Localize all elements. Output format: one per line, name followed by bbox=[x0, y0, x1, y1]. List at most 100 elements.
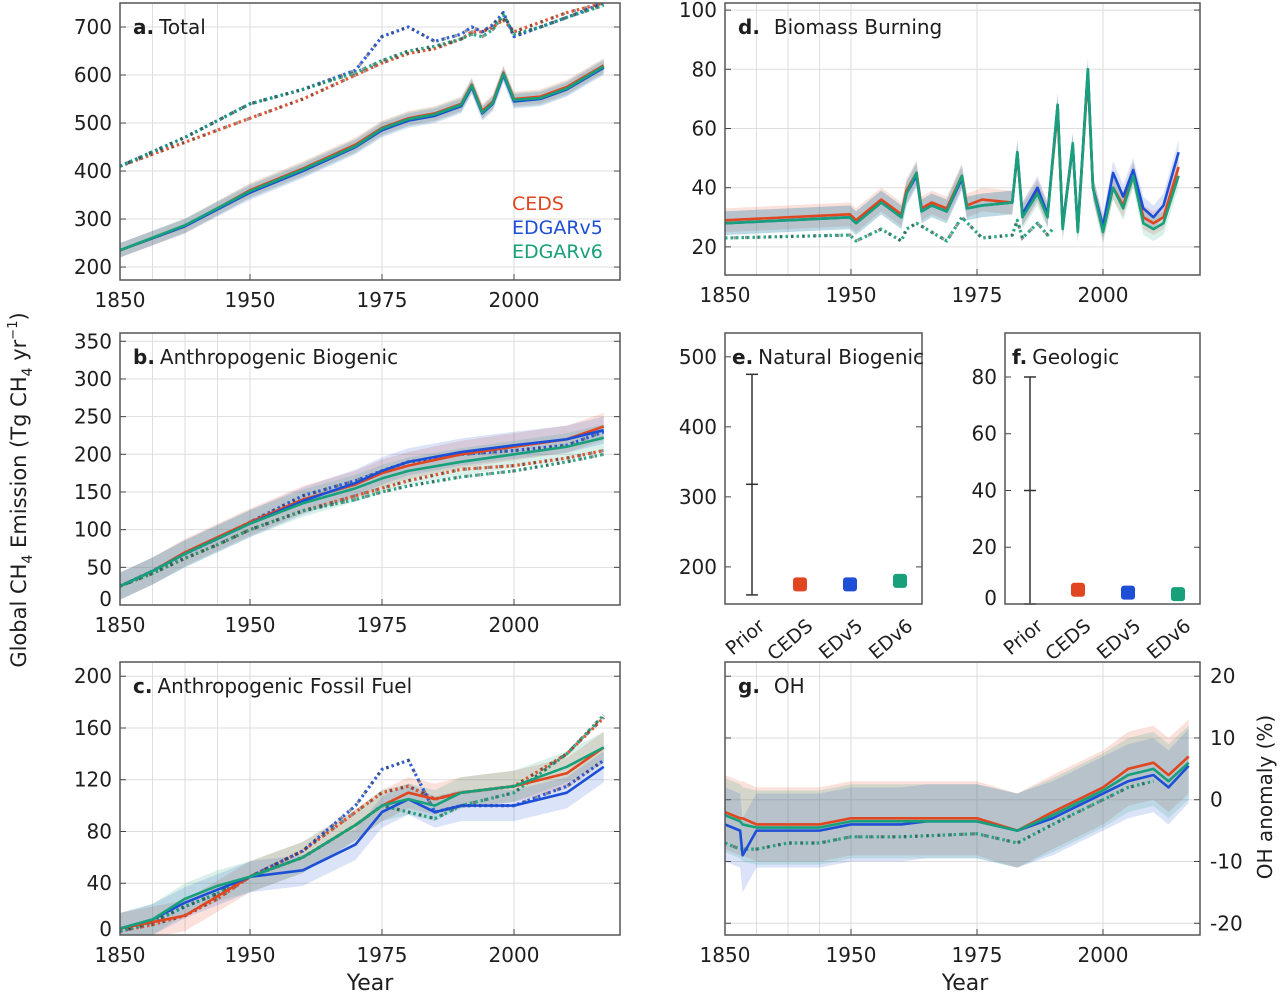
x-tick-label: 2000 bbox=[489, 943, 540, 967]
panel-title-text: Anthropogenic Biogenic bbox=[160, 345, 398, 369]
series-line-posterior-edgarv6 bbox=[120, 65, 605, 252]
category-label: EDv6 bbox=[1143, 615, 1195, 664]
y-tick-label: 500 bbox=[679, 345, 717, 369]
y-tick-label: 40 bbox=[87, 871, 112, 895]
y-tick-label: 40 bbox=[972, 478, 997, 502]
x-axis-label-right: Year bbox=[941, 971, 990, 994]
category-label: EDv6 bbox=[865, 615, 917, 664]
y-tick-label: 300 bbox=[679, 485, 717, 509]
y-axis-label-part: yr bbox=[7, 339, 31, 367]
marker-edv6 bbox=[1171, 587, 1185, 602]
y-tick-label: 60 bbox=[692, 116, 717, 140]
y-tick-label: 80 bbox=[87, 819, 112, 843]
x-tick-label: 1950 bbox=[826, 943, 877, 967]
y-tick-label: 700 bbox=[74, 15, 112, 39]
panel-g: -20 -10 0 10 20 1850 1950 1975 2000 OH anomaly (%… bbox=[700, 661, 1277, 967]
y-tick-label: 160 bbox=[74, 716, 112, 740]
y-tick-label: 150 bbox=[74, 480, 112, 504]
panel-letter: b. bbox=[133, 345, 155, 369]
x-tick-label: 1850 bbox=[95, 613, 146, 637]
y-axis-label-part: Global CH bbox=[7, 564, 31, 668]
series-line-prior-ceds bbox=[120, 448, 605, 588]
uncertainty-band-edgarv5 bbox=[120, 416, 604, 600]
panel-title: e. Natural Biogenic bbox=[732, 345, 924, 369]
y-tick-label: 600 bbox=[74, 63, 112, 87]
x-tick-label: 1950 bbox=[225, 288, 276, 312]
series-line-prior-shade bbox=[725, 779, 1154, 851]
x-tick-label: 2000 bbox=[489, 613, 540, 637]
panel-title: b. Anthropogenic Biogenic bbox=[133, 345, 398, 369]
y-tick-label: 200 bbox=[74, 664, 112, 688]
category-label: CEDS bbox=[1041, 615, 1095, 665]
x-tick-label: 1850 bbox=[700, 943, 751, 967]
x-axis-label-left: Year bbox=[346, 971, 395, 994]
y-tick-label: 350 bbox=[74, 329, 112, 353]
panel-letter: d. bbox=[738, 15, 760, 39]
y-axis-label: Global CH4 Emission (Tg CH4 yr−1) bbox=[6, 312, 36, 667]
marker-edv5 bbox=[843, 577, 857, 592]
plot-frame bbox=[119, 661, 621, 936]
y-axis-label-part: ) bbox=[7, 312, 31, 320]
panel-letter: e. bbox=[732, 345, 753, 369]
y-tick-label: 0 bbox=[984, 586, 997, 610]
series-line-posterior-ceds bbox=[725, 755, 1190, 832]
y-axis-label-sup: −1 bbox=[6, 321, 21, 340]
plot-frame bbox=[724, 661, 1201, 936]
marker-edv6 bbox=[893, 573, 907, 588]
plot-area bbox=[120, 3, 605, 258]
y-tick-label: 120 bbox=[74, 768, 112, 792]
y-axis-label-sub: 4 bbox=[20, 367, 36, 376]
legend-entry-edgarv5: EDGARv5 bbox=[512, 217, 603, 239]
panel-c: 0 40 80 120 160 200 1850 1950 1975 2000 c. Anthropo… bbox=[74, 661, 621, 967]
uncertainty-band-ceds bbox=[725, 719, 1189, 868]
x-tick-label: 1975 bbox=[357, 613, 408, 637]
panel-title: a. Total bbox=[133, 15, 206, 39]
x-tick-label: 2000 bbox=[1078, 283, 1129, 307]
y-tick-label: 20 bbox=[972, 535, 997, 559]
category-label: EDv5 bbox=[1093, 615, 1145, 664]
uncertainty-band-edgarv5 bbox=[120, 751, 604, 935]
y-tick-label: 0 bbox=[1210, 788, 1223, 812]
plot-area bbox=[120, 412, 605, 600]
legend-entry-edgarv6: EDGARv6 bbox=[512, 241, 603, 263]
series-line-posterior-edgarv6 bbox=[725, 67, 1180, 234]
x-tick-label: 1975 bbox=[357, 943, 408, 967]
series-line-prior-edgarv6 bbox=[725, 215, 1054, 243]
series-line-prior-shade bbox=[120, 452, 605, 588]
panel-title-text: OH bbox=[774, 674, 805, 698]
uncertainty-band-edgarv5 bbox=[725, 57, 1179, 241]
y-tick-label: 60 bbox=[972, 422, 997, 446]
x-tick-label: 1950 bbox=[826, 283, 877, 307]
x-tick-label: 1950 bbox=[225, 613, 276, 637]
y-tick-label: 200 bbox=[74, 255, 112, 279]
x-tick-label: 1850 bbox=[95, 943, 146, 967]
y-axis-label-sub: 4 bbox=[20, 555, 36, 564]
plot-frame bbox=[1004, 332, 1201, 605]
plot-area bbox=[725, 719, 1190, 893]
panel-title-text: Natural Biogenic bbox=[758, 345, 924, 369]
series-line-posterior-edgarv6 bbox=[725, 761, 1190, 832]
y-tick-label: -20 bbox=[1210, 911, 1243, 935]
right-axis-label: OH anomaly (%) bbox=[1253, 715, 1277, 879]
category-label: Prior bbox=[722, 615, 770, 660]
uncertainty-band-edgarv5 bbox=[725, 728, 1189, 893]
marker-ceds bbox=[1071, 582, 1085, 597]
series-line-posterior-edgarv5 bbox=[120, 765, 605, 930]
y-tick-label: 300 bbox=[74, 207, 112, 231]
panel-title-text: Total bbox=[158, 15, 206, 39]
plot-frame bbox=[119, 332, 621, 606]
x-tick-label: 1950 bbox=[225, 943, 276, 967]
x-tick-label: 1850 bbox=[95, 288, 146, 312]
y-axis-label-part: Emission (Tg CH bbox=[7, 376, 31, 554]
x-tick-label: 2000 bbox=[489, 288, 540, 312]
y-tick-label: 250 bbox=[74, 405, 112, 429]
panel-letter: f. bbox=[1012, 345, 1027, 369]
series-line-prior-edgarv5 bbox=[120, 758, 605, 933]
y-tick-label: 500 bbox=[74, 111, 112, 135]
uncertainty-band-edgarv6 bbox=[725, 725, 1189, 868]
category-label: Prior bbox=[1000, 615, 1048, 660]
y-tick-label: 20 bbox=[692, 235, 717, 259]
